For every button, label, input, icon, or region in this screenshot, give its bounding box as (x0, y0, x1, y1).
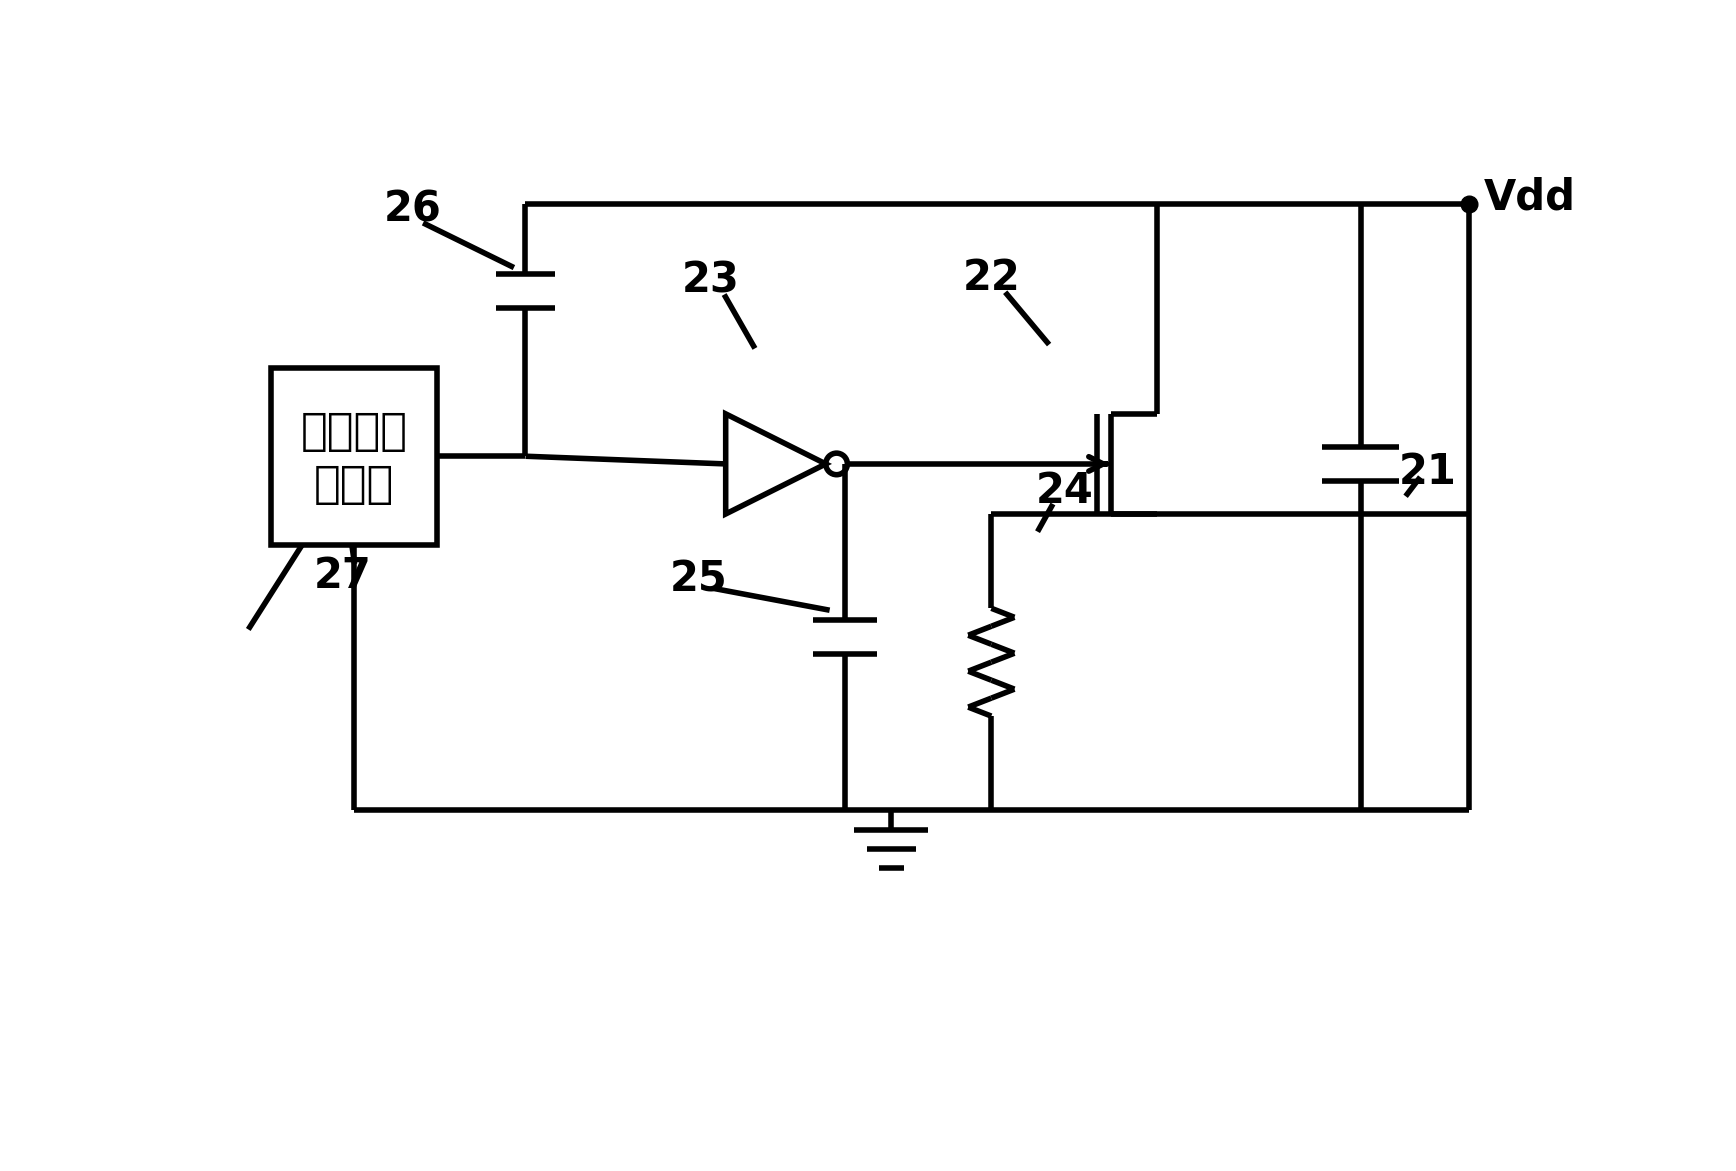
Text: 寄存器: 寄存器 (314, 463, 394, 506)
Text: 26: 26 (384, 189, 441, 231)
Text: 23: 23 (681, 260, 740, 302)
Text: 21: 21 (1399, 451, 1457, 493)
Text: 24: 24 (1036, 470, 1094, 512)
Text: 27: 27 (314, 555, 372, 596)
Text: 22: 22 (962, 256, 1021, 299)
Bar (271, 368, 437, 545)
Text: 放电状态: 放电状态 (300, 410, 408, 453)
Text: 25: 25 (670, 559, 727, 601)
Text: Vdd: Vdd (1484, 177, 1576, 219)
